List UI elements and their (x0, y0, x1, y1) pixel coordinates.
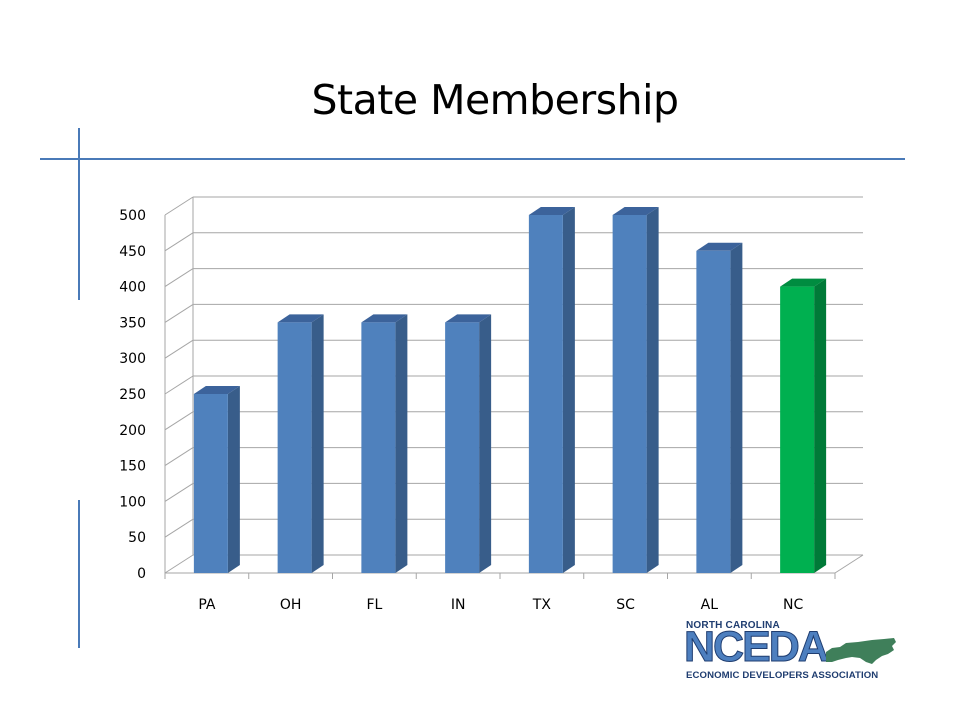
gridline-depth (164, 339, 194, 359)
bar-top (528, 207, 575, 215)
bar-side (562, 207, 575, 573)
gridline-depth (164, 518, 194, 538)
bar (361, 322, 396, 573)
gridline-depth (164, 482, 194, 502)
x-tick-label: OH (280, 597, 302, 613)
y-tick-label: 150 (119, 459, 146, 475)
x-tick-label: NC (783, 597, 803, 613)
gridline-depth (164, 196, 194, 216)
x-tick-label: TX (532, 597, 552, 613)
y-tick-label: 200 (119, 423, 146, 439)
x-tick-label: PA (198, 597, 216, 613)
nceda-logo: NORTH CAROLINA NCEDA ECONOMIC DEVELOPERS… (684, 620, 908, 686)
y-tick-label: 0 (137, 566, 146, 582)
bar-top (445, 314, 492, 323)
logo-bottom-text: ECONOMIC DEVELOPERS ASSOCIATION (686, 670, 879, 681)
gridline-depth (164, 232, 194, 252)
bar-side (479, 314, 492, 573)
gridline-depth (164, 411, 194, 431)
gridline-depth (164, 303, 194, 323)
gridline-depth (164, 375, 194, 395)
bar (445, 322, 480, 573)
gridline-depth (164, 447, 194, 467)
bar-top (361, 314, 408, 323)
logo-main-text: NCEDA (684, 623, 830, 671)
x-tick-label: AL (701, 597, 719, 613)
bar (612, 215, 647, 573)
y-tick-label: 250 (119, 387, 146, 403)
bar (277, 322, 312, 573)
bar-side (814, 278, 827, 573)
x-tick-label: FL (366, 597, 382, 613)
x-tick-label: SC (616, 597, 635, 613)
bar (696, 250, 731, 574)
bar-top (277, 314, 324, 323)
floor-edge (834, 554, 864, 574)
logo-top-text: NORTH CAROLINA (686, 620, 780, 631)
slide-title: State Membership (311, 76, 679, 124)
y-tick-label: 100 (119, 494, 146, 510)
bar (193, 394, 228, 573)
north-carolina-state-icon (826, 638, 896, 664)
bar-side (227, 386, 240, 573)
bar (528, 215, 563, 573)
y-tick-label: 400 (119, 280, 146, 296)
x-tick-label: IN (451, 597, 466, 613)
y-tick-label: 500 (119, 208, 146, 224)
bar-side (311, 314, 324, 573)
y-tick-label: 350 (119, 315, 146, 331)
bar-top (612, 207, 659, 215)
accent-line-gap (76, 300, 82, 500)
gridline-depth (164, 554, 194, 574)
bar-side (646, 207, 659, 573)
y-tick-label: 50 (128, 530, 146, 546)
bar-top (696, 242, 743, 251)
bar (780, 286, 815, 573)
bar-top (193, 386, 240, 394)
y-tick-label: 450 (119, 244, 146, 260)
accent-line-horizontal (40, 158, 905, 160)
bar-side (730, 242, 743, 574)
y-tick-label: 300 (119, 351, 146, 367)
gridline-depth (164, 268, 194, 288)
bar-top (780, 278, 827, 287)
bar-side (395, 314, 408, 573)
